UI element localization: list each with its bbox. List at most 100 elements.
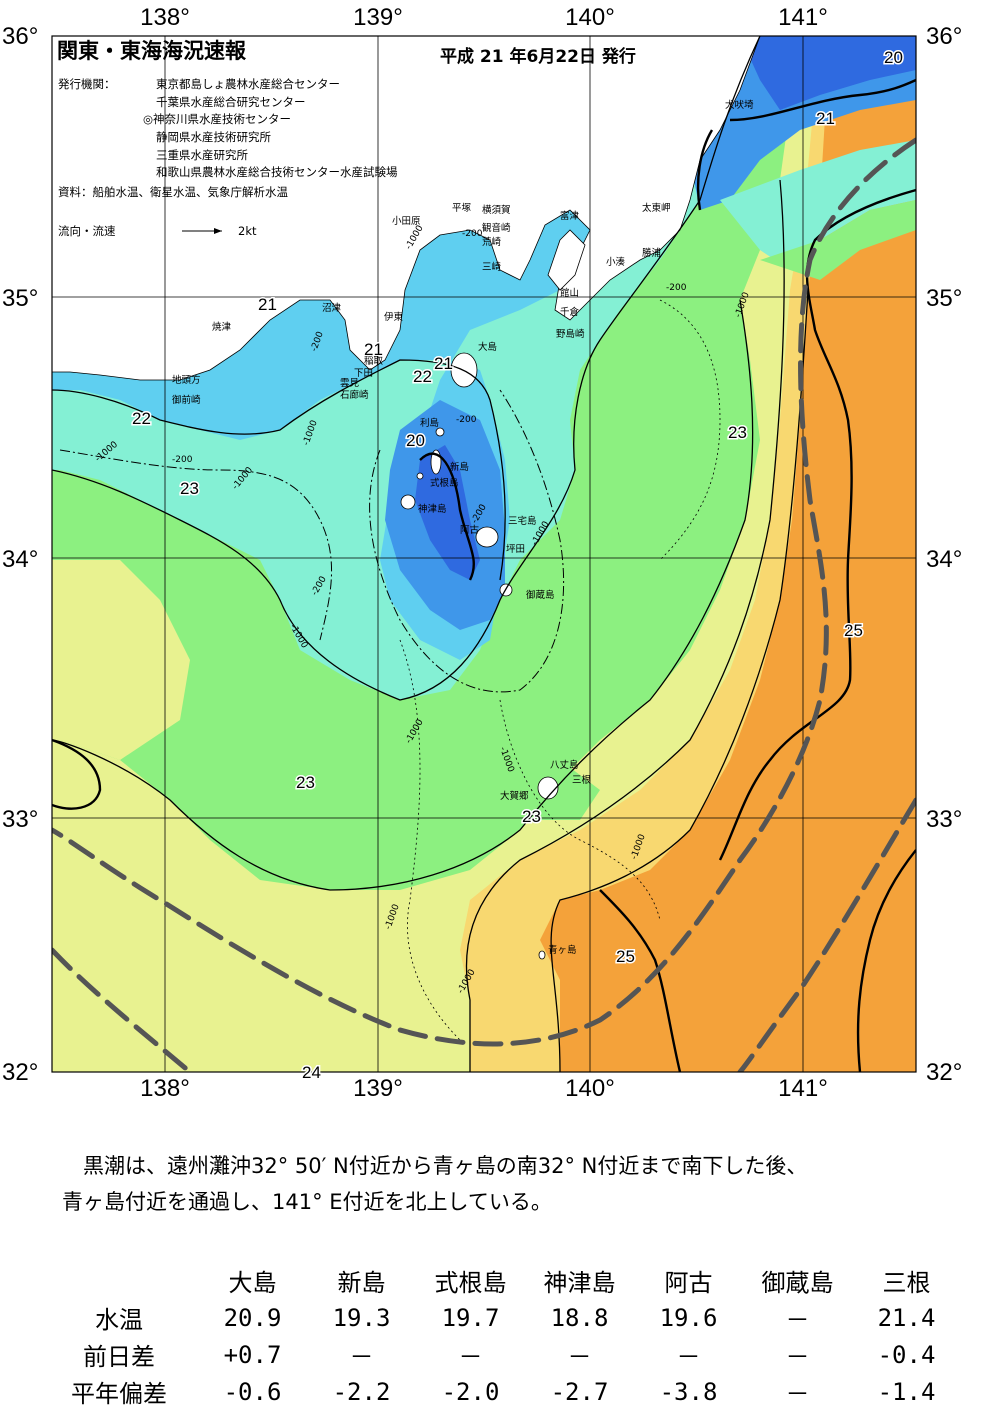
- place-label: 八丈島: [550, 759, 579, 771]
- place-label: 千倉: [560, 306, 580, 318]
- place-label: 雲見: [340, 378, 360, 389]
- place-label: 観音崎: [482, 222, 511, 234]
- land-layer: [52, 36, 761, 960]
- table-cell: －: [785, 1380, 810, 1408]
- issuer-item: 東京都島しょ農林水産総合センター: [156, 77, 340, 91]
- lat-label: 33°: [2, 806, 38, 833]
- place-label: 館山: [560, 287, 579, 299]
- station-header: 新島: [337, 1269, 386, 1297]
- lon-label: 138°: [140, 4, 190, 31]
- lon-label: 138°: [140, 1075, 190, 1100]
- isotherm-label: 23: [180, 479, 199, 498]
- current-legend-arrowhead: [214, 228, 222, 234]
- issuer-item: 静岡県水産技術研究所: [156, 130, 271, 144]
- table-cell: 20.9: [223, 1303, 282, 1332]
- place-label: 式根島: [430, 477, 459, 489]
- place-label: 犬吠埼: [725, 99, 754, 111]
- place-label: 大賀郷: [500, 790, 529, 802]
- table-row: 水温 20.9 19.3 19.7 18.8 19.6 － 21.4: [40, 1299, 961, 1336]
- place-label: 勝浦: [642, 247, 662, 259]
- table-cell: -0.4: [877, 1340, 936, 1369]
- place-label: 御前崎: [172, 394, 201, 406]
- data-source: 資料：船舶水温、衛星水温、気象庁解析水温: [58, 185, 288, 199]
- row-label: 平年偏差: [71, 1380, 167, 1408]
- place-label: 下田: [354, 368, 373, 379]
- table-cell: 19.3: [332, 1303, 391, 1332]
- isotherm-label: 23: [522, 807, 541, 826]
- isotherm-label: 25: [844, 621, 863, 640]
- lon-label: 140°: [565, 1075, 615, 1100]
- current-legend-label: 流向・流速: [58, 224, 116, 238]
- lat-label: 35°: [2, 285, 38, 312]
- toshima-island: [435, 427, 445, 437]
- table-cell: 19.7: [441, 1303, 500, 1332]
- place-label: 小田原: [392, 216, 421, 227]
- table-cell: －: [676, 1343, 701, 1371]
- table-cell: -2.7: [550, 1377, 609, 1406]
- graticule: [52, 36, 916, 1072]
- lon-label: 141°: [778, 4, 828, 31]
- place-label: 地頭方: [172, 374, 201, 386]
- lon-label: 141°: [778, 1075, 828, 1100]
- latitude-labels-left: 36° 35° 34° 33° 32°: [2, 23, 38, 1086]
- lat-label: 36°: [926, 23, 962, 50]
- kuroshio-description: 黒潮は、遠州灘沖32° 50′ N付近から青ヶ島の南32° N付近まで南下した後…: [62, 1154, 808, 1214]
- isotherm-label: 22: [132, 409, 151, 428]
- place-label: 横須賀: [482, 204, 511, 216]
- shikinejima-island: [416, 472, 424, 480]
- latitude-labels-right: 36° 35° 34° 33° 32°: [926, 23, 962, 1086]
- miyakejima-island: [475, 526, 499, 548]
- isotherm-label: 20: [884, 48, 903, 67]
- lat-label: 32°: [2, 1059, 38, 1086]
- place-label: 荒崎: [482, 236, 502, 248]
- issuer-item: 千葉県水産総合研究センター: [156, 95, 306, 109]
- isotherm-label: 23: [296, 773, 315, 792]
- isotherm-value-labels: 20 21 21 21 22 21 22 20 23 23 23 23 25 2…: [131, 47, 905, 1084]
- isotherm-label: 22: [413, 367, 432, 386]
- place-label: 太東岬: [642, 202, 671, 214]
- lon-label: 139°: [353, 4, 403, 31]
- isotherm-label: 21: [258, 295, 277, 314]
- table-header-row: 大島 新島 式根島 神津島 阿古 御蔵島 三根: [40, 1262, 961, 1299]
- place-label: 御蔵島: [526, 589, 555, 601]
- lat-label: 33°: [926, 806, 962, 833]
- station-header: 神津島: [543, 1269, 616, 1297]
- longitude-labels-bottom: 138° 139° 140° 141°: [140, 1075, 828, 1100]
- aogashima-island: [538, 950, 546, 960]
- place-label: 平塚: [452, 203, 472, 214]
- depth-label: -200: [172, 455, 193, 465]
- row-label: 水温: [95, 1306, 143, 1334]
- issue-date: 平成 21 年6月22日 発行: [440, 46, 636, 67]
- lat-label: 35°: [926, 285, 962, 312]
- table-cell: 21.4: [877, 1303, 936, 1332]
- depth-label: -200: [462, 229, 483, 239]
- isotherm-label: 21: [434, 354, 453, 373]
- table-cell: －: [567, 1343, 592, 1371]
- issuer-item: 和歌山県農林水産総合技術センター水産試験場: [156, 165, 398, 179]
- station-header: 大島: [228, 1269, 277, 1297]
- isotherm-label: 23: [728, 423, 747, 442]
- isotherm-label: 24: [302, 1063, 321, 1082]
- place-label: 三宅島: [508, 515, 537, 527]
- place-label: 小湊: [606, 256, 626, 268]
- place-label: 三根: [572, 774, 592, 786]
- place-label: 新島: [450, 461, 469, 473]
- depth-label: -200: [456, 415, 477, 425]
- sea-surface-temperature-map: 138° 139° 140° 141° 138° 139° 140° 141° …: [2, 4, 962, 1100]
- table-cell: 18.8: [550, 1303, 609, 1332]
- map-frame: [51, 35, 917, 1073]
- kozushima-island: [400, 494, 416, 510]
- isotherm-label: 25: [616, 947, 635, 966]
- table-cell: －: [458, 1343, 483, 1371]
- table-cell: -2.2: [332, 1377, 391, 1406]
- place-label: 阿古: [460, 524, 480, 536]
- place-label: 野島崎: [556, 328, 585, 340]
- place-label: 石廊崎: [340, 389, 369, 401]
- isotherm-lines: [52, 36, 916, 1072]
- table-corner: [40, 1262, 198, 1299]
- hachijojima-island: [537, 776, 559, 800]
- place-label: 坪田: [506, 543, 525, 555]
- lat-label: 32°: [926, 1059, 962, 1086]
- issuer-label: 発行機関：: [58, 77, 116, 91]
- table-cell: +0.7: [223, 1340, 282, 1369]
